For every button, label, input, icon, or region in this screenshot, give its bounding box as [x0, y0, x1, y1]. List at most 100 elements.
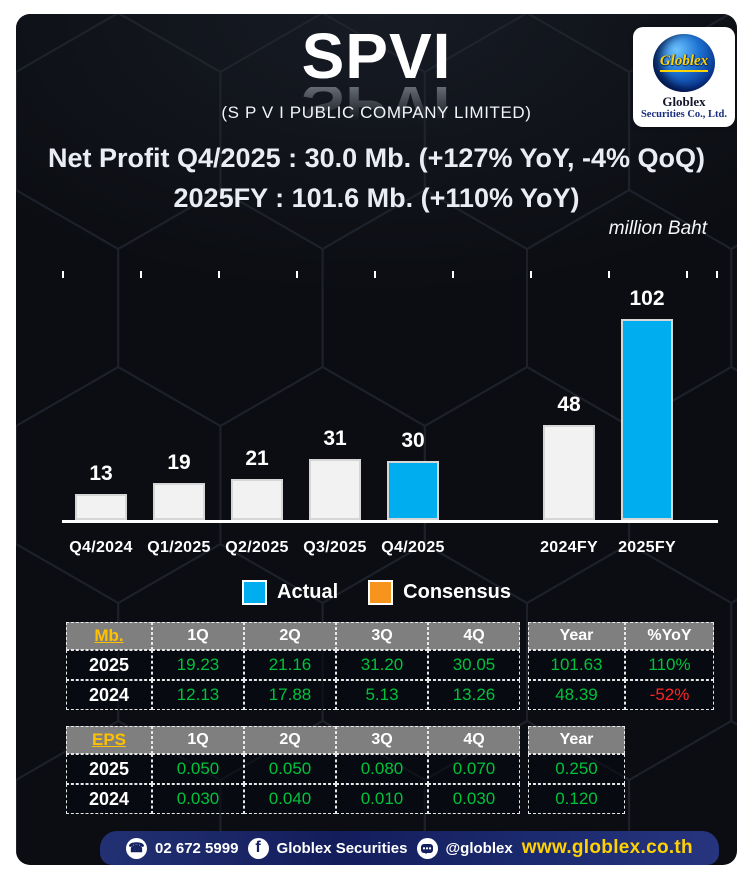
x-axis-category-label: Q1/2025: [147, 539, 211, 556]
bar-value-label: 21: [245, 447, 269, 470]
table-cell: 0.070: [428, 754, 520, 784]
year-cell: 101.63: [528, 650, 625, 680]
year-cell: 48.39: [528, 680, 625, 710]
table-cell: 30.05: [428, 650, 520, 680]
row-label: 2024: [66, 680, 152, 710]
legend-item-actual: Actual: [242, 580, 338, 605]
bar-value-label: 19: [167, 451, 191, 474]
x-axis-category-label: Q4/2025: [381, 539, 445, 556]
table-cell: 19.23: [152, 650, 244, 680]
axis-tick: [62, 271, 64, 278]
legend-swatch: [368, 580, 394, 605]
x-axis-category-label: Q3/2025: [303, 539, 367, 556]
bar-value-label: 102: [629, 287, 665, 310]
year-cell: 0.250: [528, 754, 625, 784]
facebook-icon: f: [247, 837, 269, 859]
globe-brand-text: Globlex: [659, 54, 709, 72]
bar-value-label: 30: [401, 429, 425, 452]
table-cell: 31.20: [336, 650, 428, 680]
column-header: 2Q: [244, 622, 336, 650]
axis-tick: [452, 271, 454, 278]
axis-tick: [608, 271, 610, 278]
axis-tick: [686, 271, 688, 278]
column-header: 2Q: [244, 726, 336, 754]
line-contact[interactable]: @globlex: [416, 837, 513, 859]
facebook-handle: Globlex Securities: [276, 839, 408, 857]
column-header: 1Q: [152, 622, 244, 650]
column-header: 4Q: [428, 726, 520, 754]
table-cell: 13.26: [428, 680, 520, 710]
table-cell: 0.010: [336, 784, 428, 814]
x-axis-category-label: 2025FY: [618, 539, 676, 556]
row-label: 2025: [66, 754, 152, 784]
table-cell: 0.050: [244, 754, 336, 784]
website-link[interactable]: www.globlex.co.th: [521, 837, 693, 858]
row-label: 2024: [66, 784, 152, 814]
company-subtitle: (S P V I PUBLIC COMPANY LIMITED): [221, 103, 532, 122]
headline-line1: Net Profit Q4/2025 : 30.0 Mb. (+127% YoY…: [48, 143, 705, 173]
table-key-header: Mb.: [66, 622, 152, 650]
phone-icon: ☎: [126, 837, 147, 859]
axis-tick: [716, 271, 718, 278]
column-header: Year: [528, 726, 625, 754]
row-label: 2025: [66, 650, 152, 680]
table-cell: 21.16: [244, 650, 336, 680]
table-cell: 0.040: [244, 784, 336, 814]
bar-Q4/2025: [387, 461, 439, 520]
logo-company-sub: Securities Co., Ltd.: [640, 109, 728, 120]
yoy-cell: -52%: [625, 680, 714, 710]
column-header: Year: [528, 622, 625, 650]
table-cell: 0.030: [152, 784, 244, 814]
year-cell: 0.120: [528, 784, 625, 814]
logo-company-name: Globlex: [662, 94, 706, 109]
table-cell: 17.88: [244, 680, 336, 710]
eps-table: EPS 1Q 2Q 3Q 4Q 2025 0.050 0.050 0.080 0.070 2024 0…: [66, 726, 714, 814]
axis-tick: [296, 271, 298, 278]
bar-Q4/2024: [75, 494, 127, 520]
legend-label: Actual: [277, 581, 339, 603]
bar-Q3/2025: [309, 459, 361, 520]
table-cell: 5.13: [336, 680, 428, 710]
axis-tick: [218, 271, 220, 278]
legend-item-consensus: Consensus: [368, 580, 511, 605]
column-header: 4Q: [428, 622, 520, 650]
x-axis-category-label: Q4/2024: [69, 539, 133, 556]
phone-number: 02 672 5999: [155, 839, 239, 857]
bar-2025FY: [621, 319, 673, 520]
axis-tick: [530, 271, 532, 278]
bar-2024FY: [543, 425, 595, 520]
yoy-cell: 110%: [625, 650, 714, 680]
column-header: 3Q: [336, 622, 428, 650]
table-key-header: EPS: [66, 726, 152, 754]
infographic-panel: SPVI SPVI (S P V I PUBLIC COMPANY LIMITE…: [16, 14, 737, 865]
net-profit-bar-chart: 13 Q4/2024 19 Q1/2025 21 Q2/2025 31 Q3/2025 30 Q4…: [62, 268, 718, 556]
bar-value-label: 48: [557, 393, 581, 416]
column-header: 3Q: [336, 726, 428, 754]
bar-Q1/2025: [153, 483, 205, 520]
table-cell: 0.080: [336, 754, 428, 784]
column-header: %YoY: [625, 622, 714, 650]
globlex-logo: Globlex Globlex Securities Co., Ltd.: [633, 27, 735, 127]
mb-table: Mb. 1Q 2Q 3Q 4Q 2025 19.23 21.16 31.20 30.05 2024 1…: [66, 622, 714, 710]
facebook-contact[interactable]: f Globlex Securities: [247, 837, 408, 859]
axis-tick: [140, 271, 142, 278]
globe-icon: Globlex: [653, 34, 715, 92]
bar-value-label: 31: [323, 427, 347, 450]
headline-line2: 2025FY : 101.6 Mb. (+110% YoY): [173, 183, 580, 213]
line-handle: @globlex: [445, 839, 513, 857]
line-icon: [416, 837, 438, 859]
x-axis-category-label: 2024FY: [540, 539, 598, 556]
phone-contact[interactable]: ☎ 02 672 5999: [126, 837, 239, 859]
table-cell: 0.050: [152, 754, 244, 784]
legend-swatch: [242, 580, 268, 605]
data-tables: Mb. 1Q 2Q 3Q 4Q 2025 19.23 21.16 31.20 30.05 2024 1…: [66, 622, 714, 830]
table-cell: 12.13: [152, 680, 244, 710]
bar-value-label: 13: [89, 462, 113, 485]
bar-Q2/2025: [231, 479, 283, 520]
chart-legend: Actual Consensus: [16, 580, 737, 605]
footer-bar: ☎ 02 672 5999 f Globlex Securities @glob…: [100, 831, 719, 865]
page-title: SPVI: [301, 20, 452, 92]
legend-label: Consensus: [403, 581, 511, 603]
x-axis-category-label: Q2/2025: [225, 539, 289, 556]
column-header: 1Q: [152, 726, 244, 754]
